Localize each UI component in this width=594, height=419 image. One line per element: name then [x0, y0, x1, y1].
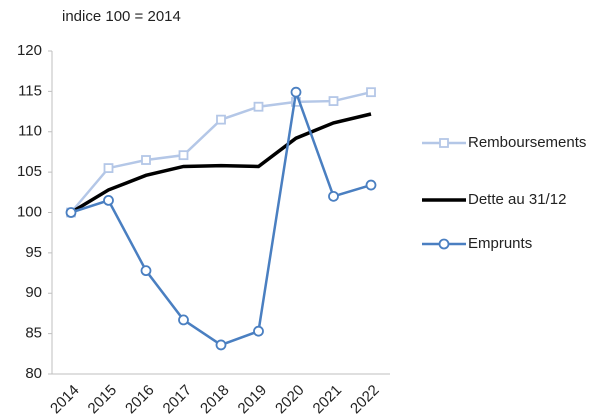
data-point [253, 101, 264, 112]
series-line [70, 112, 372, 214]
legend-label: Remboursements [468, 134, 586, 151]
x-tick-label: 2022 [347, 382, 383, 418]
series-line [70, 90, 372, 214]
data-point [365, 179, 377, 191]
y-tick-label: 110 [18, 123, 42, 140]
legend-label: Dette au 31/12 [468, 191, 566, 208]
x-tick-label: 2021 [310, 382, 346, 418]
legend-label: Emprunts [468, 235, 532, 252]
data-point [215, 339, 227, 351]
y-tick-label: 95 [25, 244, 42, 261]
x-tick-label: 2014 [47, 382, 83, 418]
data-point [253, 325, 264, 337]
y-tick-label: 105 [17, 163, 42, 180]
data-point [328, 190, 339, 202]
data-point [366, 87, 376, 98]
data-point [103, 163, 114, 173]
legend-marker [438, 238, 450, 250]
data-point [141, 155, 151, 165]
chart-subtitle: indice 100 = 2014 [62, 8, 181, 25]
legend-marker [439, 138, 449, 148]
x-tick-label: 2015 [85, 382, 121, 418]
x-tick-label: 2016 [122, 382, 158, 418]
series-line [70, 91, 372, 347]
data-point [140, 265, 152, 277]
x-tick-label: 2020 [272, 382, 308, 418]
data-point [65, 207, 77, 218]
data-point [290, 86, 302, 98]
y-tick-label: 85 [25, 325, 42, 342]
data-point [328, 96, 339, 106]
y-tick-label: 115 [18, 82, 42, 99]
data-point [216, 114, 226, 125]
y-tick-label: 100 [17, 203, 42, 220]
x-tick-label: 2018 [197, 382, 233, 418]
x-tick-label: 2019 [235, 382, 271, 418]
data-point [178, 150, 189, 161]
y-tick-label: 120 [17, 42, 42, 59]
data-point [103, 194, 114, 206]
x-tick-label: 2017 [160, 382, 196, 418]
data-point [178, 314, 189, 326]
y-tick-label: 90 [25, 284, 42, 301]
y-tick-label: 80 [25, 365, 42, 382]
